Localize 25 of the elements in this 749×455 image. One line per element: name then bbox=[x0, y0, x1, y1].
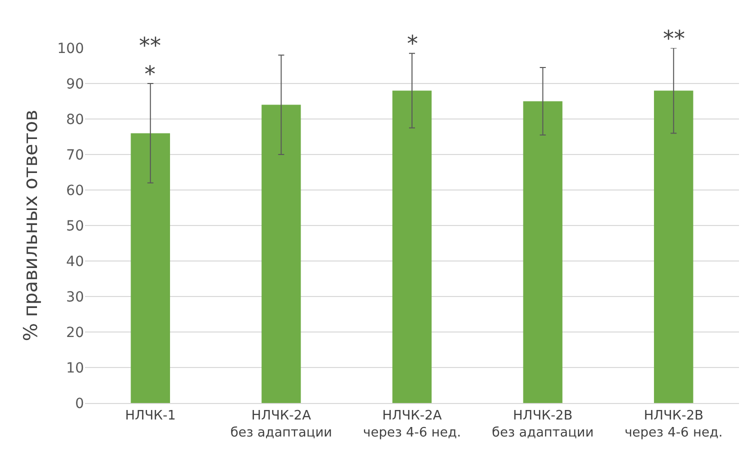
bar bbox=[130, 133, 170, 403]
x-tick-label: НЛЧК-2B без адаптации bbox=[492, 408, 594, 440]
y-axis-title: % правильных ответов bbox=[20, 110, 42, 342]
y-tick-label: 0 bbox=[75, 396, 84, 412]
x-tick-label: НЛЧК-1 bbox=[125, 408, 176, 424]
y-tick-label: 40 bbox=[66, 254, 84, 270]
bar bbox=[523, 101, 562, 403]
y-tick-label: 30 bbox=[66, 289, 84, 306]
bar bbox=[262, 104, 301, 403]
y-tick-label: 20 bbox=[66, 324, 84, 341]
y-tick-label: 60 bbox=[66, 182, 84, 199]
y-tick-label: 90 bbox=[66, 76, 84, 92]
y-tick-label: 50 bbox=[66, 218, 84, 234]
annotation: ** * bbox=[139, 34, 161, 88]
y-tick-label: 70 bbox=[66, 147, 84, 164]
bar bbox=[392, 90, 432, 403]
x-tick-label: НЛЧК-2A через 4-6 нед. bbox=[363, 408, 461, 440]
annotation: ** bbox=[663, 27, 685, 52]
y-tick-label: 80 bbox=[66, 112, 84, 128]
annotation: * bbox=[407, 32, 418, 57]
x-tick-label: НЛЧК-2A без адаптации bbox=[230, 408, 332, 440]
x-tick-label: НЛЧК-2B через 4-6 нед. bbox=[624, 408, 723, 440]
bar bbox=[654, 90, 694, 403]
y-tick-label: 10 bbox=[66, 360, 84, 376]
y-tick-label: 100 bbox=[57, 40, 84, 57]
